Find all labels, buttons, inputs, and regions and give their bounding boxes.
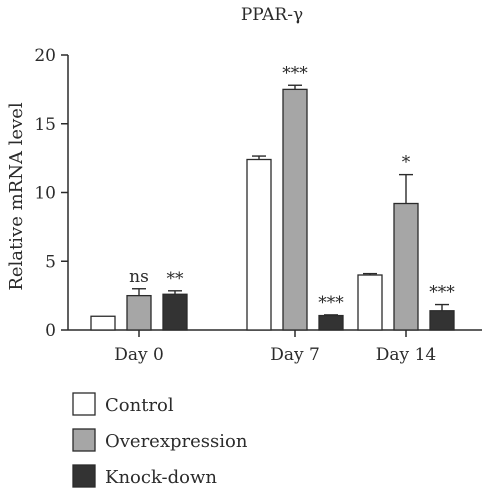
bar-control-2	[357, 274, 383, 331]
legend-swatch	[72, 428, 96, 452]
significance-label: *	[402, 153, 411, 173]
y-tick-label: 20	[34, 46, 56, 66]
bar-overexpression-2	[393, 202, 419, 331]
legend-swatch	[72, 464, 96, 488]
significance-label: ***	[429, 283, 455, 303]
significance-label: ns	[129, 267, 149, 287]
bar-control-0	[90, 315, 116, 331]
legend-label: Knock-down	[105, 467, 217, 488]
legend-swatch	[72, 392, 96, 416]
legend: Control Overexpression Knock-down	[72, 392, 248, 488]
bar-knock-down-1	[318, 314, 344, 331]
y-tick-label: 10	[34, 184, 56, 204]
chart-title: PPAR-γ	[241, 5, 303, 25]
bar-overexpression-1	[282, 88, 308, 331]
x-tick-label: Day 0	[114, 345, 164, 365]
bars: ns************	[90, 63, 455, 331]
bar-control-1	[246, 158, 272, 331]
significance-label: **	[167, 269, 185, 289]
significance-label: ***	[318, 293, 344, 313]
bar-overexpression-0	[126, 294, 152, 331]
bar-knock-down-2	[429, 310, 455, 331]
significance-label: ***	[282, 63, 308, 83]
y-tick-label: 5	[45, 252, 56, 272]
x-tick-label: Day 7	[270, 345, 320, 365]
legend-label: Control	[105, 395, 174, 416]
x-tick-label: Day 14	[376, 345, 436, 365]
y-tick-label: 15	[34, 115, 56, 135]
legend-label: Overexpression	[105, 431, 248, 452]
bar-knock-down-0	[162, 293, 188, 331]
y-tick-label: 0	[45, 321, 56, 341]
y-axis-label: Relative mRNA level	[6, 102, 27, 291]
